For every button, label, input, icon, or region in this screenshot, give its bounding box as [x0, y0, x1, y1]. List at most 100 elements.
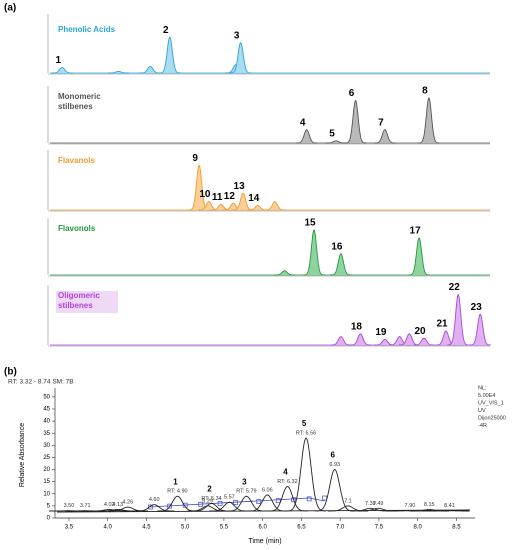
rt-label: 4.13 — [112, 502, 123, 508]
peak — [266, 486, 308, 512]
panel-title: Flavanols — [58, 156, 95, 165]
rt-label: 6.06 — [262, 487, 273, 493]
peak — [51, 67, 73, 74]
rt-label: 7.39 — [365, 501, 376, 507]
panel-label: (b) — [4, 367, 17, 378]
panel-label: (a) — [4, 3, 16, 14]
peak — [108, 70, 129, 74]
rt-label: 8.15 — [424, 502, 435, 508]
header: RT: 3.32 - 8.74 SM: 7B — [8, 379, 74, 386]
info: UV_VIS_1 — [478, 400, 504, 406]
peak-label: 4 — [300, 117, 306, 128]
rt-label: RT: 6.32 — [277, 479, 297, 485]
peak — [330, 336, 352, 346]
peak-label: 7 — [378, 117, 384, 128]
rt-label: RT: 5.34 — [201, 496, 221, 502]
peak-label: 8 — [422, 86, 428, 97]
y-tick-label: 45 — [43, 407, 50, 413]
peak — [314, 469, 356, 512]
peak — [229, 42, 252, 74]
integration-mark — [147, 504, 153, 510]
peak — [344, 100, 367, 144]
x-tick-label: 4.5 — [142, 525, 151, 531]
x-tick-label: 3.5 — [65, 525, 74, 531]
peak — [350, 507, 391, 512]
peak-label: 19 — [375, 327, 387, 338]
peak-label: 1 — [173, 477, 178, 486]
rt-label: 7.90 — [405, 503, 416, 509]
peak-label: 16 — [331, 241, 343, 252]
peak-label: 2 — [207, 485, 212, 494]
peak-label: 11 — [212, 192, 223, 203]
integration-mark — [275, 498, 281, 504]
integration-mark — [233, 500, 238, 505]
peak — [350, 333, 371, 346]
peak-label: 12 — [224, 191, 236, 202]
info: Dijon25000 — [478, 415, 506, 421]
y-tick-label: 10 — [43, 491, 50, 497]
peak — [374, 129, 396, 144]
peak-label: 13 — [234, 181, 246, 192]
peak-label: 20 — [414, 326, 426, 337]
rt-label: RT: 4.90 — [167, 489, 187, 495]
rt-label: 5.29 — [202, 498, 213, 504]
peak — [139, 65, 161, 74]
x-tick-label: 7.5 — [375, 525, 384, 531]
peak — [447, 293, 470, 346]
rt-label: RT: 5.79 — [236, 489, 256, 495]
panel-title: Monomeric stilbenes — [58, 92, 101, 111]
peak — [226, 495, 267, 512]
y-tick-label: 30 — [43, 443, 50, 449]
x-tick-label: 8.5 — [452, 525, 461, 531]
panel-title: Flavonols — [58, 224, 96, 233]
peak — [89, 509, 130, 512]
peak — [158, 36, 181, 74]
peak — [408, 237, 430, 276]
integration-mark — [167, 503, 173, 509]
rt-label: 3.71 — [80, 503, 91, 509]
info: NL: — [478, 385, 487, 391]
peak — [274, 270, 296, 276]
integration-line — [150, 497, 325, 508]
peak — [191, 503, 232, 512]
peak — [134, 504, 175, 512]
peak-label: 4 — [283, 468, 288, 477]
x-tick-label: 5.5 — [220, 525, 229, 531]
peak — [157, 495, 198, 512]
integration-mark — [198, 501, 204, 507]
x-tick-label: 6.5 — [297, 525, 306, 531]
y-axis-label: Relative Absorbance — [19, 423, 26, 487]
peak-label: 2 — [163, 25, 169, 36]
peak-label: 9 — [192, 153, 198, 164]
peak-label: 23 — [471, 302, 483, 313]
info: UV — [478, 408, 486, 414]
y-tick-label: 0 — [47, 516, 51, 522]
peak — [469, 313, 492, 346]
peak — [246, 494, 288, 512]
peak-label: 10 — [199, 189, 211, 200]
rt-label: 4.02 — [104, 502, 115, 508]
peak-label: 14 — [248, 193, 260, 204]
y-tick-label: 50 — [43, 394, 50, 400]
x-tick-label: 8.0 — [413, 525, 422, 531]
y-tick-label: 5 — [47, 503, 51, 509]
peak-label: 5 — [329, 129, 335, 140]
rt-label: 6.93 — [329, 462, 340, 468]
peak — [413, 337, 435, 346]
peak-label: 18 — [351, 321, 363, 332]
rt-label: RT: 6.56 — [296, 430, 316, 436]
peak — [188, 164, 210, 211]
peak — [303, 229, 325, 276]
x-tick-label: 7.0 — [336, 525, 345, 531]
rt-label: 7.1 — [344, 498, 352, 504]
info: 5.00E4 — [478, 393, 495, 399]
peak — [97, 509, 138, 512]
peak — [374, 338, 396, 346]
integration-mark — [256, 499, 262, 504]
panel-title: Oligomeric stilbenes — [58, 291, 100, 310]
peak — [418, 97, 440, 144]
integration-mark — [322, 495, 328, 501]
x-tick-label: 6.0 — [259, 525, 268, 531]
rt-label: 7.49 — [373, 501, 384, 507]
